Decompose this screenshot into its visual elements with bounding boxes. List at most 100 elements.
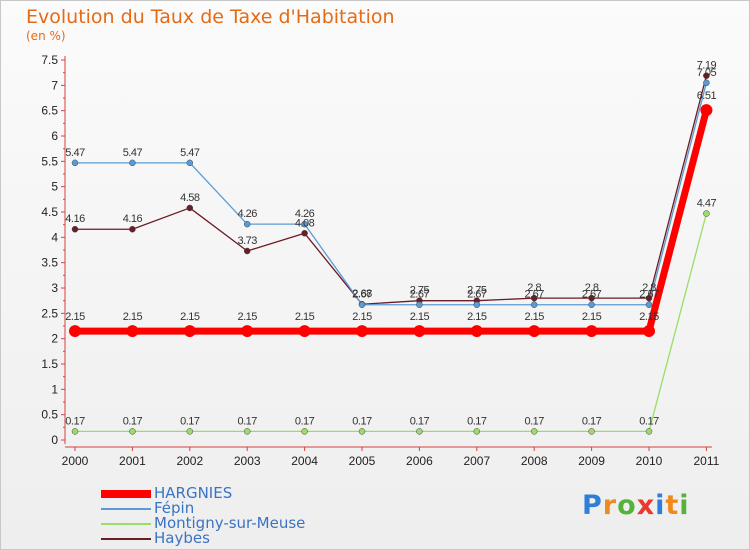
data-point-hargnies	[69, 325, 81, 338]
data-label-haybes: 4.16	[65, 213, 85, 225]
y-tick-label: 5.5	[41, 154, 58, 168]
data-label-hargnies: 2.15	[524, 311, 544, 323]
chart-axes: 0 0.5 1 1.5 2 2.5 3 3.5 4 4.5 5 5.5 6 6.5 7 7.5 2000 2001…	[41, 53, 719, 468]
y-tick-label: 3	[51, 281, 58, 295]
logo-letter: i	[679, 490, 690, 521]
data-point-hargnies	[413, 325, 426, 338]
data-label-f-pin: 5.47	[123, 147, 143, 159]
data-label-f-pin: 2.67	[352, 289, 372, 301]
data-point-haybes	[301, 230, 308, 237]
data-label-f-pin: 2.67	[524, 289, 544, 301]
chart-subtitle: (en %)	[26, 29, 66, 43]
data-label-haybes: 3.73	[237, 235, 257, 247]
series-line-montigny-sur-meuse	[75, 213, 708, 433]
y-tick-label: 7	[51, 78, 58, 92]
y-tick-label: 4.5	[41, 205, 58, 219]
data-label-f-pin: 2.67	[582, 289, 602, 301]
legend-swatch-hargnies	[101, 490, 151, 498]
y-tick-label: 2	[51, 332, 58, 346]
data-point-montigny-sur-meuse	[530, 428, 538, 435]
data-point-hargnies	[183, 325, 196, 338]
data-label-haybes: 7.19	[697, 60, 717, 72]
data-point-f-pin	[186, 159, 194, 167]
data-point-f-pin	[243, 220, 251, 228]
x-tick-label: 2000	[62, 454, 89, 468]
logo-letter: i	[655, 490, 666, 521]
y-tick-label: 1.5	[41, 357, 58, 371]
logo-letter: P	[582, 490, 603, 521]
data-label-haybes: 2.75	[467, 285, 487, 297]
data-point-f-pin	[588, 301, 595, 308]
data-label-haybes: 2.68	[352, 288, 372, 300]
data-label-montigny-sur-meuse: 0.17	[295, 415, 315, 427]
x-tick-label: 2010	[636, 454, 663, 468]
data-label-haybes: 4.16	[123, 213, 143, 225]
data-label-montigny-sur-meuse: 0.17	[352, 415, 372, 427]
legend-label: HARGNIES	[154, 484, 233, 502]
x-tick-label: 2002	[176, 454, 203, 468]
data-point-f-pin	[645, 301, 653, 308]
legend-swatch-fepin	[101, 508, 151, 510]
data-point-haybes	[703, 72, 710, 79]
data-point-hargnies	[700, 104, 713, 117]
data-label-haybes: 4.58	[180, 192, 200, 204]
data-label-f-pin: 5.47	[65, 147, 85, 159]
data-point-montigny-sur-meuse	[186, 428, 194, 435]
data-point-montigny-sur-meuse	[301, 428, 308, 435]
data-label-montigny-sur-meuse: 0.17	[65, 415, 85, 427]
data-point-montigny-sur-meuse	[588, 428, 595, 435]
data-point-montigny-sur-meuse	[703, 210, 710, 217]
chart-series	[75, 75, 710, 433]
logo-letter: t	[665, 490, 680, 521]
y-tick-label: 2.5	[41, 306, 58, 320]
data-label-hargnies: 6.51	[697, 90, 717, 102]
data-point-haybes	[243, 247, 251, 255]
x-tick-label: 2006	[406, 454, 433, 468]
series-line-f-pin	[75, 82, 708, 306]
y-tick-label: 6	[51, 129, 58, 143]
proxiti-logo: Proxiti	[582, 490, 690, 521]
legend-swatch-haybes	[101, 538, 151, 540]
data-label-hargnies: 2.15	[123, 311, 143, 323]
data-point-f-pin	[71, 159, 79, 167]
data-point-montigny-sur-meuse	[71, 428, 79, 435]
data-label-hargnies: 2.15	[352, 311, 372, 323]
data-label-f-pin: 7.05	[697, 67, 717, 79]
data-point-hargnies	[585, 325, 598, 338]
data-point-haybes	[645, 294, 653, 302]
y-tick-label: 4	[51, 230, 58, 244]
data-point-hargnies	[470, 325, 483, 338]
data-label-hargnies: 2.15	[237, 311, 257, 323]
series-line-haybes	[75, 75, 708, 305]
y-tick-label: 3.5	[41, 256, 58, 270]
chart-legend: HARGNIES Fépin Montigny-sur-Meuse Haybes	[100, 484, 360, 547]
data-label-f-pin: 2.67	[410, 289, 430, 301]
x-tick-label: 2003	[234, 454, 261, 468]
chart-data-labels: 4.16 4.164.583.734.082.68 2.75 2.75 2.8 2.8 2.…	[65, 60, 717, 428]
data-label-haybes: 2.8	[642, 282, 656, 294]
data-label-montigny-sur-meuse: 0.17	[582, 415, 602, 427]
logo-letter: o	[617, 490, 637, 521]
data-point-haybes	[129, 225, 136, 233]
data-label-f-pin: 2.67	[639, 289, 659, 301]
data-point-f-pin	[703, 79, 710, 87]
x-tick-label: 2004	[291, 454, 318, 468]
data-point-hargnies	[643, 325, 655, 338]
data-label-montigny-sur-meuse: 0.17	[639, 415, 659, 427]
data-label-montigny-sur-meuse: 0.17	[524, 415, 544, 427]
legend-item-montigny: Montigny-sur-Meuse	[100, 514, 360, 532]
data-point-montigny-sur-meuse	[129, 428, 136, 435]
data-label-montigny-sur-meuse: 0.17	[123, 415, 143, 427]
data-point-f-pin	[530, 301, 538, 308]
data-point-f-pin	[473, 301, 481, 308]
data-point-haybes	[71, 225, 79, 233]
x-tick-label: 2009	[578, 454, 605, 468]
y-tick-label: 5	[51, 180, 58, 194]
data-label-haybes: 2.75	[410, 285, 430, 297]
data-point-f-pin	[358, 301, 366, 308]
data-label-f-pin: 4.26	[237, 208, 257, 220]
data-label-hargnies: 2.15	[180, 311, 200, 323]
legend-item-haybes: Haybes	[100, 529, 360, 547]
data-point-hargnies	[241, 325, 254, 338]
